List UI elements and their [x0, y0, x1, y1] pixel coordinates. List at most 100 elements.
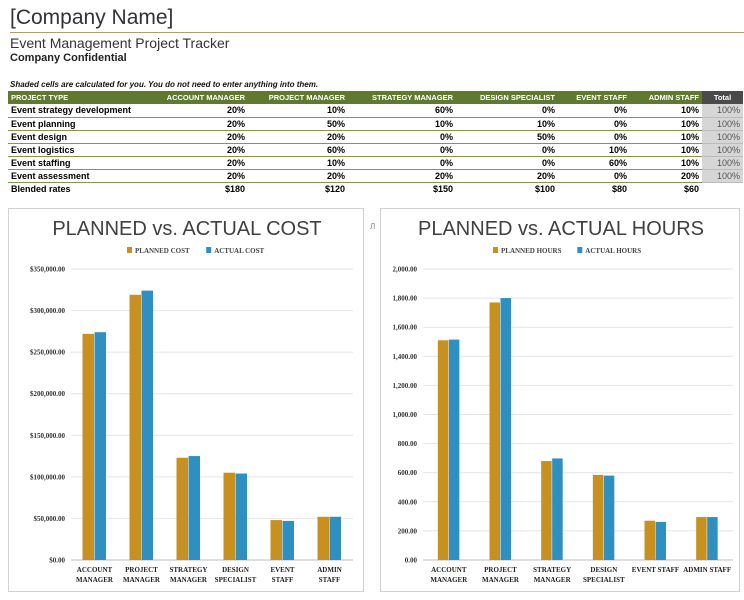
rate-cell[interactable]: $120 [324, 183, 345, 194]
rate-cell[interactable]: $100 [534, 183, 555, 194]
cell[interactable]: 50% [248, 117, 348, 131]
y-tick-label: 200.00 [398, 527, 418, 535]
cell[interactable]: 20% [456, 169, 558, 183]
cell[interactable]: 0% [456, 143, 558, 157]
rate-cell[interactable]: $150 [432, 183, 453, 194]
cell[interactable]: Event strategy development [8, 104, 148, 118]
x-category-label: STAFF [319, 576, 341, 584]
x-category-label: MANAGER [170, 576, 208, 584]
total-cell: 100% [702, 143, 743, 157]
bar-actual [603, 475, 615, 560]
chart-title: PLANNED vs. ACTUAL HOURS [418, 218, 704, 240]
bar-planned [437, 340, 449, 560]
cell[interactable]: 10% [248, 104, 348, 118]
cell[interactable]: 10% [630, 130, 702, 144]
col-design-specialist: DESIGN SPECIALIST [456, 91, 558, 104]
legend-label-0: PLANNED HOURS [501, 247, 562, 255]
cell[interactable]: 0% [456, 104, 558, 118]
cell[interactable]: 0% [558, 169, 630, 183]
cell[interactable]: 0% [558, 117, 630, 131]
rate-cell[interactable]: $180 [224, 183, 245, 194]
total-cell: 100% [702, 117, 743, 131]
col-project-type: PROJECT TYPE [8, 91, 148, 104]
cell[interactable]: 10% [630, 156, 702, 170]
bar-actual [552, 458, 563, 560]
cell[interactable]: 10% [348, 117, 456, 131]
allocation-table: PROJECT TYPE ACCOUNT MANAGER PROJECT MAN… [8, 91, 743, 195]
total-cell: 100% [702, 130, 743, 144]
x-category-label: EVENT STAFF [632, 566, 679, 574]
empty-cell [702, 182, 743, 195]
x-category-label: SPECIALIST [215, 576, 257, 584]
cell[interactable]: 10% [630, 117, 702, 131]
legend-label-0: PLANNED COST [135, 247, 190, 255]
cell[interactable]: 0% [348, 143, 456, 157]
x-category-label: STAFF [272, 576, 294, 584]
stray-mark: Л [370, 222, 376, 231]
shaded-cells-note: Shaded cells are calculated for you. You… [10, 80, 319, 89]
table-row: Event planning 20% 50% 10% 10% 0% 10% 10… [8, 117, 743, 131]
cell[interactable]: 20% [630, 169, 702, 183]
table-row: Event staffing 20% 10% 0% 0% 60% 10% 100… [8, 156, 743, 170]
cell[interactable]: 20% [148, 104, 248, 118]
cell[interactable]: Event planning [8, 117, 148, 131]
cell[interactable]: Event staffing [8, 156, 148, 170]
cell[interactable]: Event design [8, 130, 148, 144]
bar-planned [489, 302, 500, 560]
cell[interactable]: 20% [148, 156, 248, 170]
bar-planned [592, 474, 604, 560]
title-rule [10, 32, 744, 33]
bar-actual [500, 298, 511, 560]
table-header-row: PROJECT TYPE ACCOUNT MANAGER PROJECT MAN… [8, 91, 743, 104]
y-tick-label: 2,000.00 [393, 266, 418, 274]
cost-chart-panel[interactable]: PLANNED vs. ACTUAL COST PLANNED COST ACTUA… [8, 208, 364, 592]
hours-chart-panel[interactable]: PLANNED vs. ACTUAL HOURS PLANNED HOURS ACT… [380, 208, 740, 592]
bar-planned [696, 517, 707, 560]
x-category-label: STRATEGY [533, 566, 571, 574]
col-account-manager: ACCOUNT MANAGER [148, 91, 248, 104]
cell[interactable]: 20% [248, 169, 348, 183]
cell[interactable]: Event assessment [8, 169, 148, 183]
x-category-label: MANAGER [123, 576, 161, 584]
cell[interactable]: 20% [148, 130, 248, 144]
cell[interactable]: 20% [248, 130, 348, 144]
legend-swatch-1 [577, 247, 583, 253]
bar-planned [270, 520, 282, 560]
cell[interactable]: 60% [558, 156, 630, 170]
cost-chart: PLANNED vs. ACTUAL COST PLANNED COST ACTUA… [30, 218, 353, 584]
cell[interactable]: 0% [558, 104, 630, 118]
cell[interactable]: 10% [248, 156, 348, 170]
cell[interactable]: 10% [630, 104, 702, 118]
cell[interactable]: 0% [348, 156, 456, 170]
y-tick-label: 1,800.00 [393, 295, 418, 303]
cell[interactable]: 20% [148, 117, 248, 131]
cell[interactable]: 20% [148, 169, 248, 183]
rate-cell[interactable]: $60 [683, 183, 699, 194]
cell[interactable]: 0% [558, 130, 630, 144]
cell[interactable]: 0% [456, 156, 558, 170]
cell[interactable]: Event logistics [8, 143, 148, 157]
cell[interactable]: 10% [630, 143, 702, 157]
col-event-staff: EVENT STAFF [558, 91, 630, 104]
cell[interactable]: 10% [558, 143, 630, 157]
cell[interactable]: 10% [456, 117, 558, 131]
legend-swatch-0 [493, 247, 498, 253]
legend-label-1: ACTUAL COST [214, 247, 264, 255]
cell[interactable]: 60% [348, 104, 456, 118]
x-category-label: ADMIN [317, 566, 342, 574]
total-cell: 100% [702, 169, 743, 183]
x-category-label: EVENT [270, 566, 294, 574]
y-tick-label: 0.00 [405, 557, 418, 565]
legend-swatch-0 [127, 247, 132, 253]
table-row: Event design 20% 20% 0% 50% 0% 10% 100% [8, 130, 743, 144]
cell[interactable]: 50% [456, 130, 558, 144]
x-category-label: SPECIALIST [583, 576, 625, 584]
cell[interactable]: 0% [348, 130, 456, 144]
y-tick-label: $350,000.00 [30, 266, 66, 274]
cell[interactable]: 60% [248, 143, 348, 157]
bar-planned [317, 516, 329, 560]
bar-planned [129, 294, 141, 560]
cell[interactable]: 20% [348, 169, 456, 183]
cell[interactable]: 20% [148, 143, 248, 157]
rate-cell[interactable]: $80 [611, 183, 627, 194]
